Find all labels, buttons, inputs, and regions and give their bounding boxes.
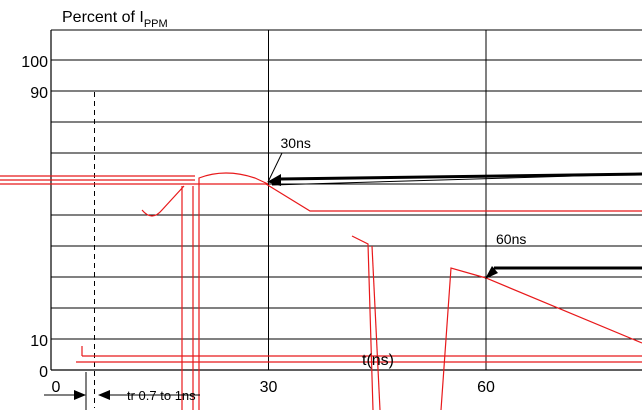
y-axis-title: Percent of IPPM [62,9,168,30]
x-tick-label: 60 [477,379,495,396]
trace-segment [440,267,642,410]
x-tick-label: 30 [260,379,278,396]
rise-time-arrow-right-head [98,390,110,400]
x-axis-title: t(ns) [362,352,394,369]
trace-segment [141,185,185,217]
x-tick-labels: 0 30 60 [52,379,495,396]
y-axis-title-main: Percent of I [62,9,144,26]
rise-time-label: tr 0.7 to 1ns [127,388,196,403]
y-axis-title-sub: PPM [144,18,168,30]
annotation-arrows [267,152,642,279]
trace-segment [371,245,381,410]
annotation-60ns: 60ns [496,231,526,247]
y-tick-label: 10 [30,333,48,350]
annotation-30ns: 30ns [281,135,311,151]
trace-segment [198,172,269,410]
trace-segment [351,235,374,410]
rise-time-dimension [44,372,200,410]
axes [50,30,642,371]
y-tick-label: 0 [39,364,48,381]
arrow-30ns-head [267,174,281,186]
arrow-30ns-shaft-thin [271,173,642,186]
rise-time-arrow-left-head [74,390,86,400]
y-tick-label: 100 [21,54,48,71]
arrow-30ns-shaft-thick [279,172,642,181]
grid [51,29,642,370]
arrow-30ns-leader [267,152,283,183]
arrow-60ns-head [485,266,498,279]
y-tick-label: 90 [30,85,48,102]
x-tick-label: 0 [52,379,61,396]
trace-segment [265,183,642,212]
waveform-traces [0,172,642,410]
